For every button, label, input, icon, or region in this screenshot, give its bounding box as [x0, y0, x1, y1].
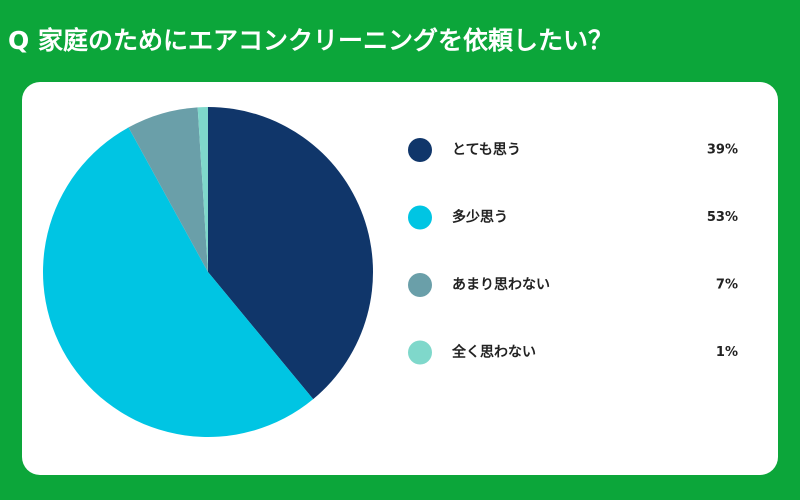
value-label: 53%: [707, 210, 738, 225]
legend-swatch: [408, 138, 432, 162]
chart-title: Q 家庭のためにエアコンクリーニングを依頼したい？: [8, 26, 613, 55]
pie-slice: [128, 107, 208, 272]
legend-label: 全く思わない: [451, 344, 536, 361]
legend-swatch: [408, 205, 432, 230]
legend-swatch: [408, 340, 432, 365]
legend-swatch: [408, 273, 432, 297]
pie-slice: [42, 127, 314, 438]
legend-label: とても思う: [452, 142, 521, 158]
pie-slice: [197, 107, 208, 272]
legend-label: あまり思わない: [452, 277, 550, 293]
legend-label: 多少思う: [452, 209, 508, 226]
value-label: 39%: [707, 143, 738, 158]
value-label: 1%: [716, 345, 738, 360]
pie-slice: [208, 107, 373, 400]
value-label: 7%: [716, 278, 738, 293]
